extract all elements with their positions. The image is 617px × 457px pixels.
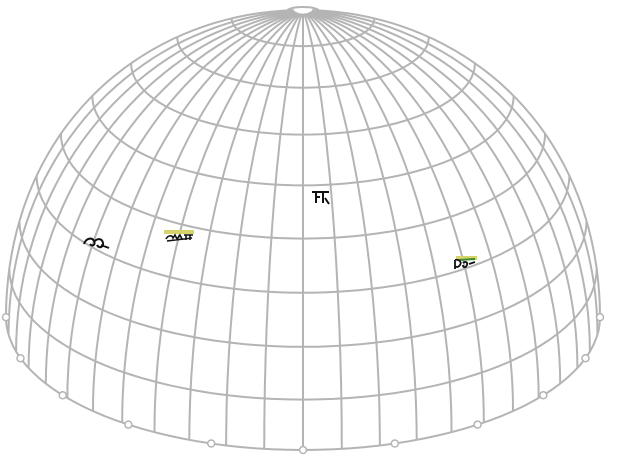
glyph-center-stroke	[312, 191, 330, 205]
base-node	[595, 312, 605, 322]
base-node	[539, 391, 548, 400]
meridian-line	[310, 10, 562, 384]
meridian-line	[153, 12, 299, 433]
base-node	[581, 353, 590, 363]
base-node	[298, 445, 308, 455]
meridian-line	[311, 10, 591, 352]
meridian-line	[92, 11, 297, 412]
glyph-right-highlight	[456, 256, 477, 260]
meridian-line	[5, 9, 294, 318]
meridian-line	[44, 10, 296, 384]
meridian-line	[312, 9, 601, 318]
base-node	[390, 439, 400, 448]
base-node	[16, 353, 25, 363]
meridian-line	[263, 13, 303, 449]
meridian-line	[7, 9, 294, 335]
meridian-line	[66, 11, 296, 399]
glyph-left-center-stroke	[165, 233, 193, 242]
meridian-line	[309, 11, 514, 412]
glyph-left-center	[164, 230, 194, 242]
meridian-line	[121, 12, 298, 423]
meridian-line	[225, 12, 302, 446]
glyph-right-accent	[458, 258, 476, 261]
meridian-line	[312, 9, 599, 335]
meridian-line	[305, 12, 418, 440]
base-node	[1, 312, 11, 322]
meridian-line	[27, 10, 295, 369]
glyph-left-center-highlight	[164, 230, 194, 234]
glyph-center	[312, 191, 330, 205]
meridian-line	[15, 10, 295, 352]
base-node	[473, 420, 482, 429]
meridian-line	[307, 12, 453, 433]
base-node	[58, 391, 67, 400]
meridian-line	[303, 13, 343, 449]
base-node	[206, 439, 216, 448]
meridian-line	[308, 12, 485, 423]
glyph-right-stroke	[454, 258, 476, 269]
meridian-line	[188, 12, 301, 440]
glyph-left-stroke	[83, 237, 110, 249]
glyph-left	[83, 237, 110, 249]
meridian-line	[304, 12, 381, 446]
meridian-line	[311, 10, 579, 369]
dome-meridians	[5, 9, 601, 450]
dome-base-nodes	[1, 312, 605, 455]
glyph-right	[454, 256, 477, 269]
meridian-line	[310, 11, 540, 399]
base-node	[124, 420, 133, 429]
